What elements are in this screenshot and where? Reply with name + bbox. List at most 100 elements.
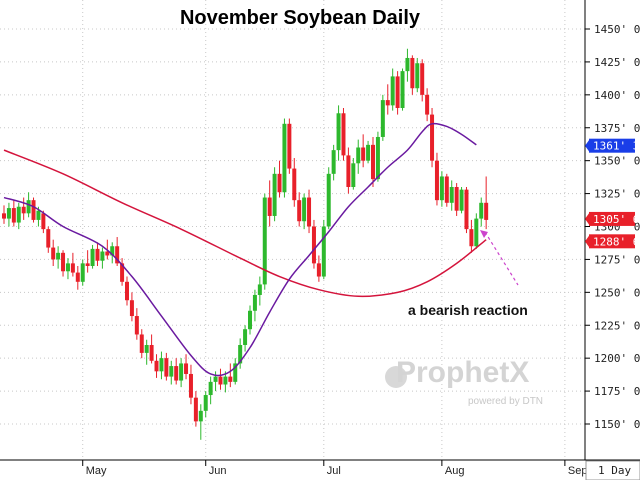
- candle-body: [65, 263, 70, 272]
- candle-body: [188, 373, 193, 398]
- y-tick-label: 1325' 0: [594, 188, 640, 201]
- candle-body: [169, 366, 174, 377]
- candle-body: [307, 197, 312, 227]
- candle-body: [346, 155, 351, 187]
- watermark-main-text: ProphetX: [396, 356, 529, 389]
- candle-body: [405, 57, 410, 72]
- annotation-arrow-head-icon: [480, 230, 488, 238]
- candle-body: [287, 123, 292, 169]
- y-tick-label: 1350' 0: [594, 155, 640, 168]
- candle-body: [233, 363, 238, 382]
- candle-body: [484, 202, 489, 220]
- candle-body: [390, 76, 395, 106]
- candle-body: [31, 200, 36, 220]
- candle-body: [341, 113, 346, 156]
- candle-body: [415, 63, 420, 89]
- candle-body: [459, 189, 464, 211]
- candle-body: [120, 263, 125, 282]
- candle-body: [257, 284, 262, 295]
- candle-body: [292, 168, 297, 201]
- candle-body: [80, 263, 85, 282]
- candle-body: [331, 150, 336, 174]
- candle-body: [115, 246, 120, 264]
- candle-body: [380, 100, 385, 137]
- annotation: a bearish reaction: [408, 230, 528, 318]
- candle-body: [351, 163, 356, 187]
- candle-body: [75, 272, 80, 282]
- candle-body: [375, 136, 380, 180]
- candle-body: [223, 376, 228, 385]
- candle-body: [238, 345, 243, 364]
- period-label[interactable]: 1 Day: [598, 464, 631, 477]
- candle-body: [85, 263, 90, 266]
- candle-body: [316, 263, 321, 277]
- annotation-arrow-line: [484, 231, 519, 286]
- value-badge-label: 1305' 6: [593, 213, 639, 226]
- candle-body: [193, 397, 198, 422]
- candle-body: [311, 226, 316, 264]
- candle-body: [479, 202, 484, 219]
- watermark-sub-text: powered by DTN: [468, 396, 543, 407]
- candle-body: [385, 100, 390, 106]
- x-tick-label: May: [86, 465, 107, 477]
- candle-body: [154, 360, 159, 372]
- y-tick-label: 1200' 0: [594, 352, 640, 365]
- candle-body: [326, 173, 331, 227]
- candle-body: [95, 248, 100, 261]
- candle-body: [395, 76, 400, 108]
- candle-body: [282, 123, 287, 193]
- watermark-logo-icon: [385, 366, 407, 388]
- candle-body: [302, 197, 307, 222]
- candle-body: [464, 189, 469, 230]
- candle-body: [134, 316, 139, 335]
- candle-body: [61, 252, 66, 272]
- y-tick-label: 1225' 0: [594, 319, 640, 332]
- period-selector-box[interactable]: [585, 460, 640, 480]
- y-tick-label: 1375' 0: [594, 122, 640, 135]
- y-tick-label: 1275' 0: [594, 253, 640, 266]
- y-tick-label: 1400' 0: [594, 89, 640, 102]
- candle-body: [144, 345, 149, 353]
- candle-body: [321, 226, 326, 277]
- candle-body: [198, 410, 203, 422]
- y-tick-label: 1250' 0: [594, 286, 640, 299]
- candle-body: [184, 363, 189, 374]
- candle-body: [125, 281, 129, 301]
- candle-body: [272, 173, 277, 216]
- candle-body: [149, 345, 154, 361]
- x-axis-ticks: May Jun Jul Aug Sep: [82, 460, 588, 477]
- candle-body: [366, 144, 371, 161]
- candle-body: [70, 263, 75, 273]
- y-tick-label: 1450' 0: [594, 23, 640, 36]
- candle-body: [243, 329, 248, 345]
- candle-body: [469, 229, 474, 247]
- candle-body: [16, 206, 21, 223]
- candle-body: [410, 57, 415, 89]
- candle-body: [454, 187, 459, 211]
- candle-body: [139, 334, 144, 353]
- value-badge-pointer: [585, 234, 590, 249]
- candle-body: [213, 376, 218, 382]
- candle-body: [56, 252, 61, 260]
- annotation-text: a bearish reaction: [408, 302, 528, 318]
- candle-body: [297, 200, 302, 222]
- candle-body: [439, 176, 444, 201]
- moving-average-short-line: [3, 122, 477, 377]
- candle-body: [420, 63, 425, 95]
- candles: [2, 48, 489, 440]
- candle-body: [159, 358, 164, 372]
- moving-average-long-line: [3, 149, 487, 298]
- x-tick-label: Sep: [568, 465, 588, 477]
- candle-body: [179, 363, 184, 381]
- candle-body: [252, 294, 257, 311]
- x-tick-label: Aug: [445, 465, 465, 477]
- candle-body: [41, 213, 46, 230]
- value-badge: [589, 211, 635, 226]
- candle-body: [356, 147, 361, 164]
- candle-body: [371, 144, 375, 180]
- candle-body: [21, 206, 26, 214]
- candle-body: [174, 366, 179, 381]
- period-selector[interactable]: 1 Day: [585, 460, 640, 480]
- candle-body: [400, 71, 405, 108]
